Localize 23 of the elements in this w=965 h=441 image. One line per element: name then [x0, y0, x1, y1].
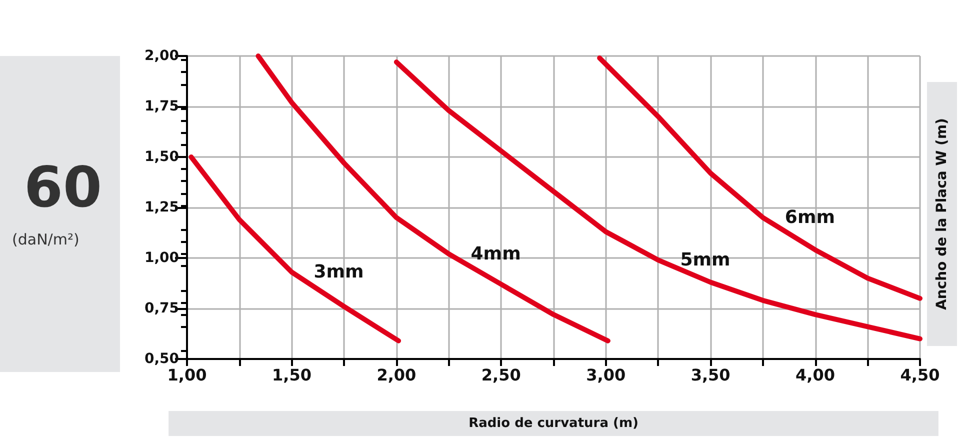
series-label: 4mm: [470, 243, 521, 264]
y-tick-label: 0,75: [144, 300, 179, 316]
series-label: 6mm: [784, 207, 835, 228]
x-tick-label: 4,50: [900, 366, 940, 384]
x-tick-label: 1,00: [167, 366, 207, 384]
series-label: 3mm: [314, 262, 364, 283]
y-axis-title: Ancho de la Placa W (m): [934, 118, 950, 310]
x-tick-label: 4,00: [796, 366, 836, 384]
y-tick-label: 2,00: [144, 48, 180, 64]
series-label: 5mm: [680, 250, 730, 271]
x-tick-label: 2,50: [481, 366, 521, 384]
y-tick-label: 0,50: [144, 351, 180, 367]
x-tick-label: 1,50: [272, 366, 312, 384]
y-tick-label: 1,25: [144, 200, 179, 216]
x-tick-label: 3,00: [586, 366, 626, 384]
x-axis-title: Radio de curvatura (m): [468, 416, 638, 431]
text: 60: [24, 156, 102, 220]
y-tick-label: 1,75: [144, 98, 179, 114]
y-tick-label: 1,50: [144, 149, 180, 165]
y-tick-label: 1,00: [144, 250, 180, 266]
x-tick-label: 3,50: [690, 366, 730, 384]
x-tick-label: 2,00: [376, 366, 416, 384]
text: (daN/m²): [12, 230, 80, 248]
